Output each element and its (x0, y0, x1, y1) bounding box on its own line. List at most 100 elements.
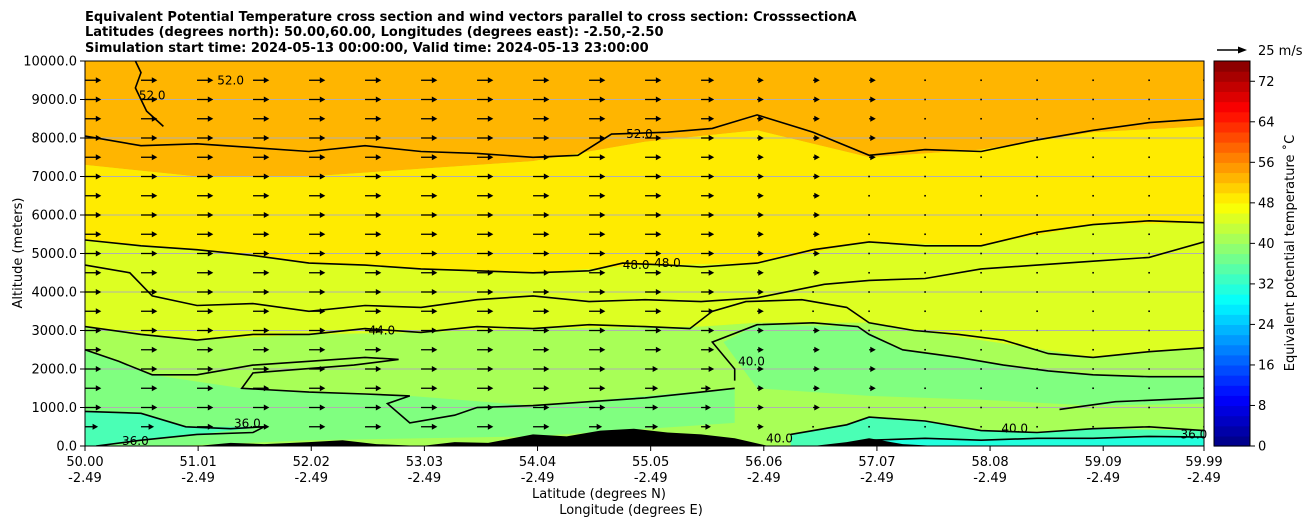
wind-vector-2-5 (365, 385, 382, 392)
wind-vector-head (758, 346, 764, 353)
wind-vector-17-19 (1148, 98, 1150, 101)
wind-vector-head (655, 250, 662, 257)
wind-vector-16-15 (924, 117, 926, 120)
wind-vector-dot (1036, 156, 1038, 159)
wind-vector-4-9 (589, 346, 606, 353)
wind-vector-dot (924, 79, 926, 82)
y-tick-label-3: 3000.0 (32, 324, 78, 339)
wind-vector-14-8 (533, 154, 550, 161)
wind-vector-head (95, 289, 102, 295)
wind-vector-0-3 (253, 423, 270, 430)
wind-vector-7-3 (253, 289, 270, 295)
wind-vector-dot (924, 425, 926, 428)
wind-vector-dot (1148, 137, 1150, 139)
wind-vector-head (758, 192, 764, 199)
wind-vector-11-7 (477, 212, 494, 218)
wind-vector-dot (1148, 156, 1150, 159)
wind-vector-head (543, 404, 550, 411)
wind-vector-0-0 (85, 423, 99, 430)
wind-vector-8-11 (701, 269, 715, 276)
wind-vector-13-3 (253, 173, 270, 180)
y-tick-label-2: 2000.0 (32, 363, 78, 378)
shading-region-4 (85, 349, 735, 446)
wind-vector-3-1 (141, 366, 158, 372)
wind-vector-0-12 (757, 423, 764, 430)
wind-vector-head (870, 135, 876, 141)
wind-vector-5-1 (141, 327, 158, 334)
wind-vector-9-13 (813, 250, 820, 257)
wind-vector-4-10 (645, 346, 662, 353)
wind-vector-3-8 (533, 366, 550, 372)
wind-vector-7-17 (1036, 291, 1038, 293)
wind-vector-dot (924, 348, 926, 351)
wind-vector-16-19 (1148, 117, 1150, 120)
wind-vector-8-12 (757, 269, 764, 276)
wind-vector-16-10 (645, 115, 662, 122)
wind-vector-5-19 (1148, 329, 1150, 332)
wind-vector-head (708, 269, 715, 276)
wind-vector-9-9 (589, 250, 606, 257)
wind-vector-11-9 (589, 212, 606, 218)
wind-vector-head (814, 231, 820, 238)
wind-vector-4-14 (869, 346, 876, 353)
wind-vector-3-13 (813, 366, 820, 372)
wind-vector-6-18 (1092, 310, 1094, 313)
colorbar-band-29 (1214, 142, 1250, 153)
wind-vector-head (543, 327, 550, 334)
wind-vector-head (151, 289, 158, 295)
wind-vector-9-17 (1036, 252, 1038, 255)
wind-vector-4-7 (477, 346, 494, 353)
wind-vector-head (814, 250, 820, 257)
wind-vector-17-18 (1092, 98, 1094, 101)
wind-vector-head (263, 192, 270, 199)
wind-vector-dot (1036, 271, 1038, 274)
wind-vector-13-12 (757, 173, 764, 180)
wind-vector-head (758, 385, 764, 392)
wind-vector-head (814, 77, 820, 84)
wind-vector-head (487, 423, 494, 430)
wind-vector-7-7 (477, 289, 494, 295)
wind-vector-dot (812, 291, 814, 293)
wind-vector-18-1 (141, 77, 158, 84)
quiver-key-label: 25 m/s (1258, 44, 1303, 59)
wind-vector-head (263, 135, 270, 141)
wind-vector-12-18 (1092, 194, 1094, 197)
wind-vector-head (758, 366, 764, 372)
wind-vector-3-19 (1148, 368, 1150, 370)
wind-vector-head (487, 269, 494, 276)
wind-vector-7-9 (589, 289, 606, 295)
wind-vector-head (655, 231, 662, 238)
wind-vector-14-14 (869, 154, 876, 161)
colorbar-band-15 (1214, 283, 1250, 295)
wind-vector-head (431, 154, 438, 161)
wind-vector-head (655, 96, 662, 103)
wind-vector-dot (868, 271, 870, 274)
wind-vector-head (655, 212, 662, 218)
wind-vector-12-4 (309, 192, 326, 199)
wind-vector-1-3 (253, 404, 270, 411)
y-tick-label-8: 8000.0 (32, 132, 78, 147)
wind-vector-7-8 (533, 289, 550, 295)
x-axis: 50.00-2.4951.01-2.4952.02-2.4953.03-2.49… (66, 446, 1223, 486)
colorbar-band-19 (1214, 243, 1250, 255)
wind-vector-head (543, 423, 550, 430)
contour-label-7-0: 40.0 (766, 431, 793, 445)
wind-vector-head (487, 173, 494, 180)
wind-vector-head (431, 173, 438, 180)
wind-vector-9-10 (645, 250, 662, 257)
wind-vector-head (655, 154, 662, 161)
wind-vector-head (263, 289, 270, 295)
wind-vector-12-13 (813, 192, 820, 199)
wind-vector-9-7 (477, 250, 494, 257)
wind-vector-8-19 (1148, 271, 1150, 274)
wind-vector-dot (1036, 291, 1038, 293)
wind-vector-10-13 (813, 231, 820, 238)
wind-vector-head (95, 154, 102, 161)
y-tick-label-6: 6000.0 (32, 209, 78, 224)
wind-vector-dot (1036, 425, 1038, 428)
wind-vector-head (95, 77, 102, 84)
wind-vector-head (263, 269, 270, 276)
wind-vector-head (263, 308, 270, 315)
wind-vector-dot (868, 194, 870, 197)
wind-vector-head (151, 115, 158, 122)
